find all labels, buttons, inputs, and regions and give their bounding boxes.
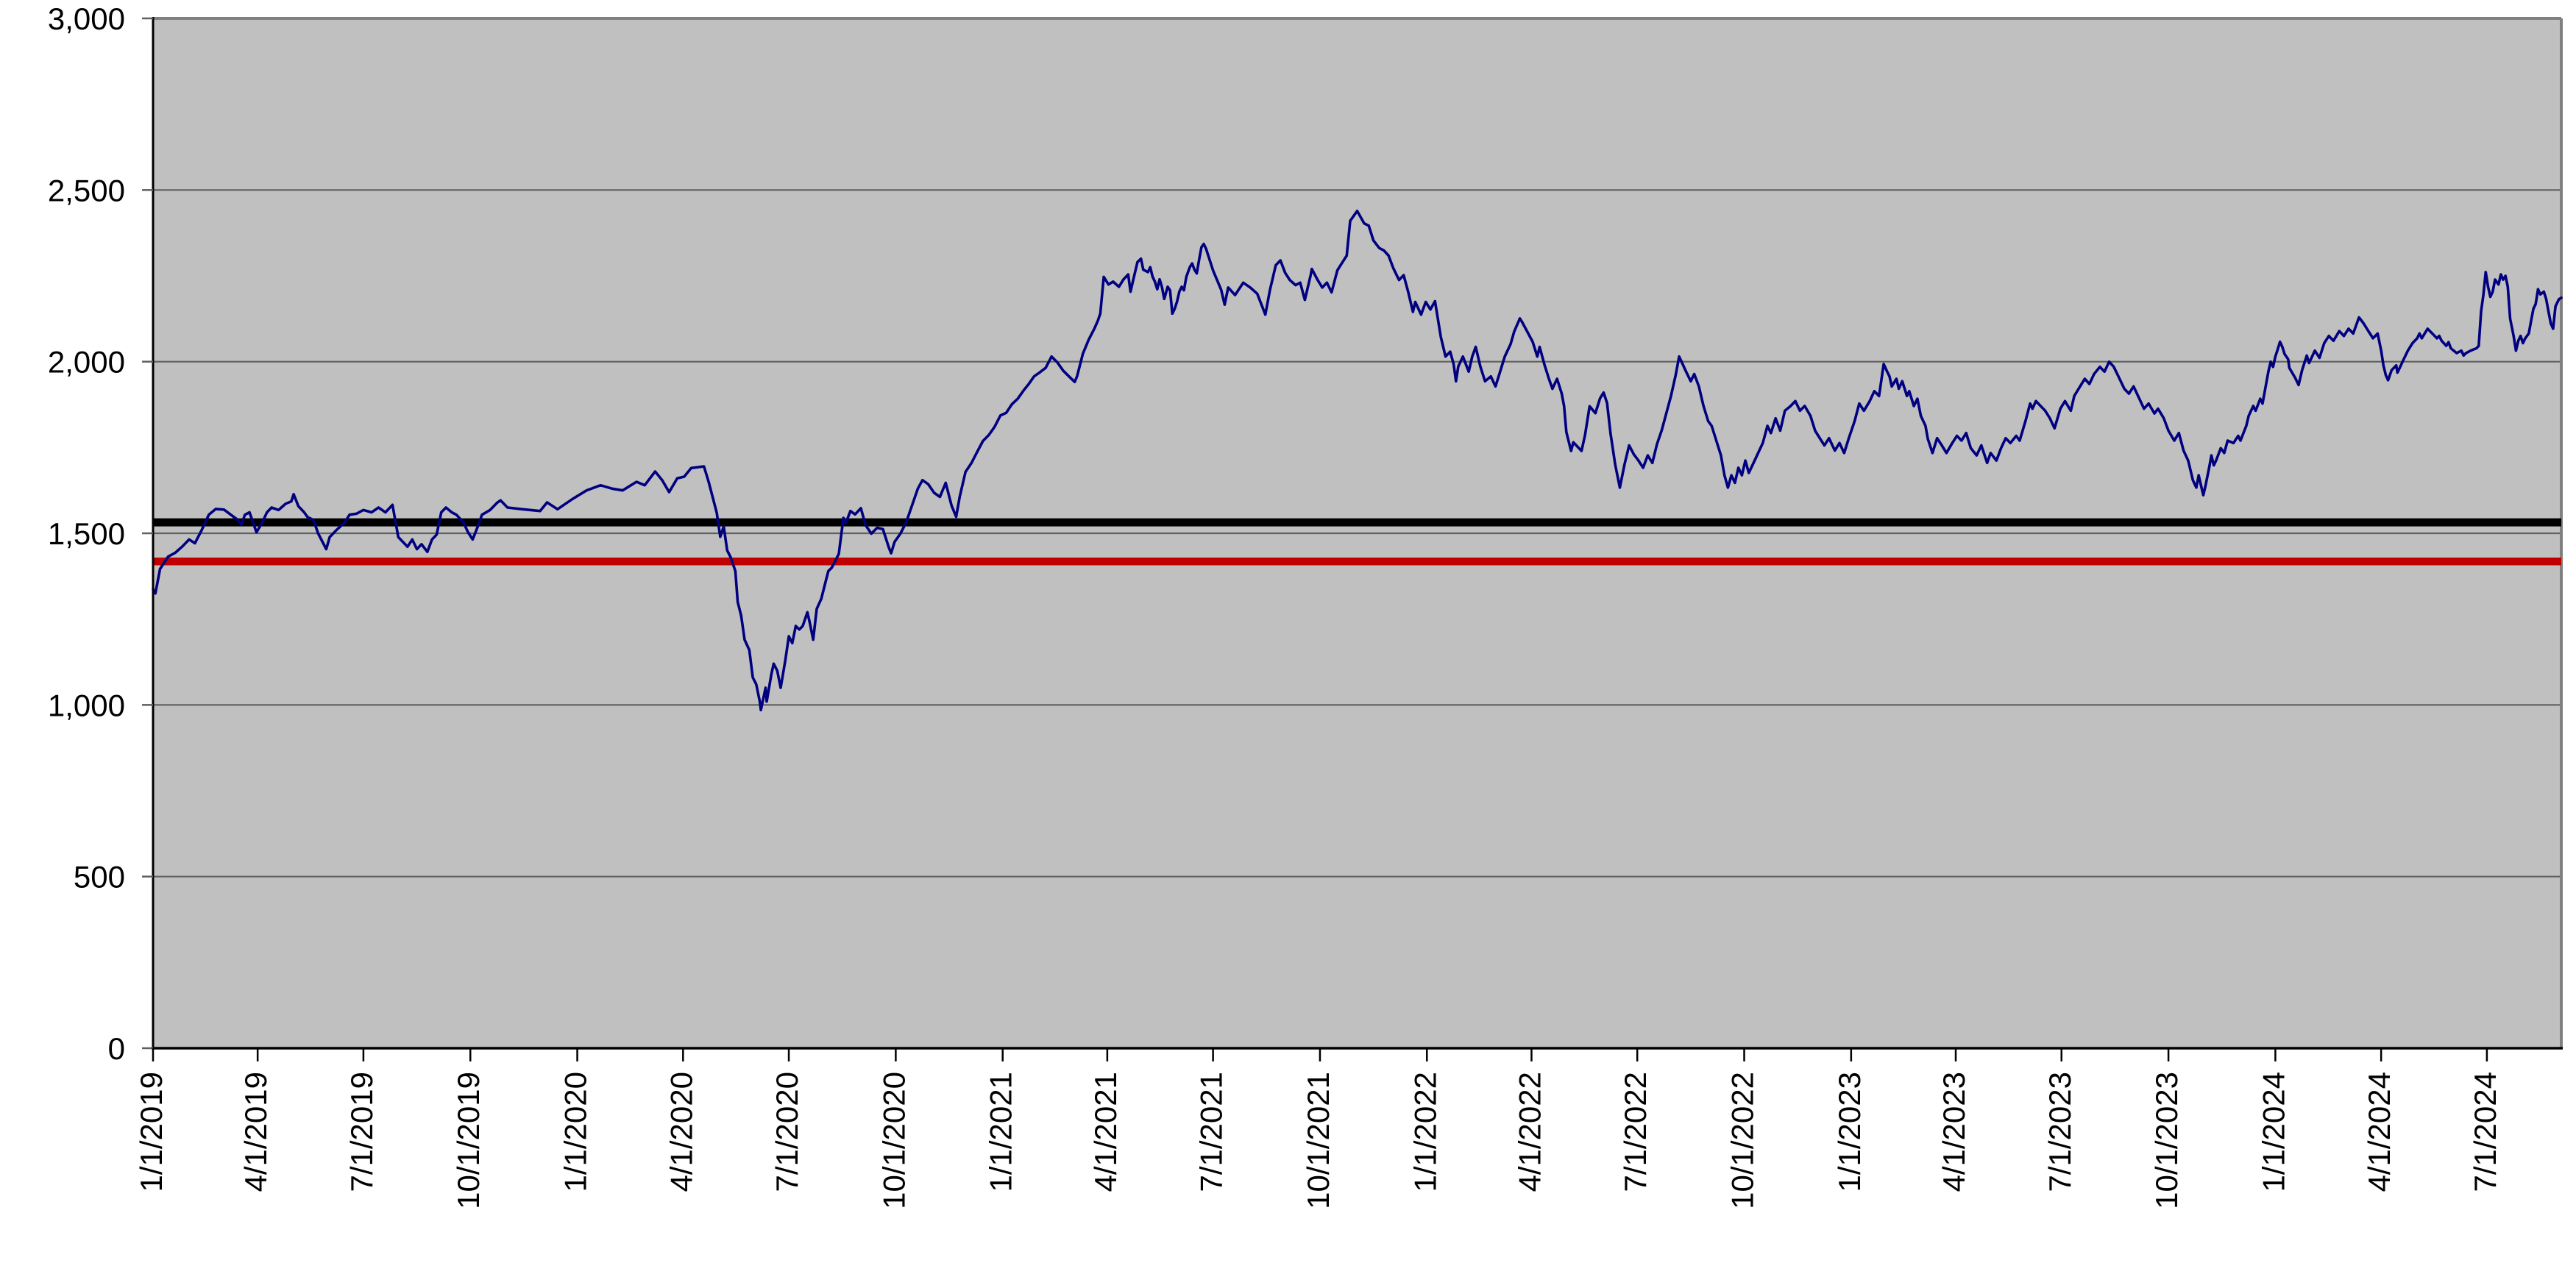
x-axis-tick-label: 1/1/2019 [134,1072,168,1192]
x-axis-tick-label: 10/1/2022 [1725,1072,1760,1209]
x-axis-tick-label: 7/1/2021 [1194,1072,1229,1192]
y-axis-tick-label: 3,000 [48,1,125,36]
x-axis-tick-label: 4/1/2021 [1088,1072,1123,1192]
x-axis-tick-label: 10/1/2021 [1301,1072,1335,1209]
x-axis-tick-label: 7/1/2024 [2468,1072,2502,1192]
y-axis-tick-label: 0 [108,1031,125,1066]
y-axis-tick-label: 1,000 [48,688,125,722]
x-axis-tick-label: 4/1/2024 [2362,1072,2396,1192]
y-axis-tick-label: 2,500 [48,173,125,207]
x-axis-tick-label: 10/1/2023 [2149,1072,2184,1209]
x-axis-tick-label: 10/1/2019 [451,1072,486,1209]
x-axis-tick-label: 7/1/2022 [1618,1072,1653,1192]
x-axis-tick-label: 10/1/2020 [876,1072,911,1209]
y-axis-tick-label: 500 [74,860,125,894]
x-axis-tick-label: 4/1/2022 [1512,1072,1547,1192]
x-axis-tick-label: 7/1/2020 [770,1072,804,1192]
x-axis-tick-label: 1/1/2022 [1408,1072,1442,1192]
x-axis-tick-label: 1/1/2024 [2256,1072,2291,1192]
y-axis-tick-label: 2,000 [48,345,125,380]
index-price-series [152,209,2563,712]
x-axis-tick-label: 7/1/2019 [344,1072,379,1192]
x-axis-tick-label: 7/1/2023 [2043,1072,2077,1192]
x-axis-tick-label: 4/1/2019 [238,1072,273,1192]
x-axis-tick-label: 1/1/2020 [558,1072,593,1192]
x-axis-tick-label: 4/1/2023 [1937,1072,1971,1192]
y-axis-tick-label: 1,500 [48,516,125,551]
x-axis-tick-label: 1/1/2023 [1832,1072,1867,1192]
x-axis-tick-label: 1/1/2021 [984,1072,1018,1192]
x-axis-tick-label: 4/1/2020 [664,1072,698,1192]
